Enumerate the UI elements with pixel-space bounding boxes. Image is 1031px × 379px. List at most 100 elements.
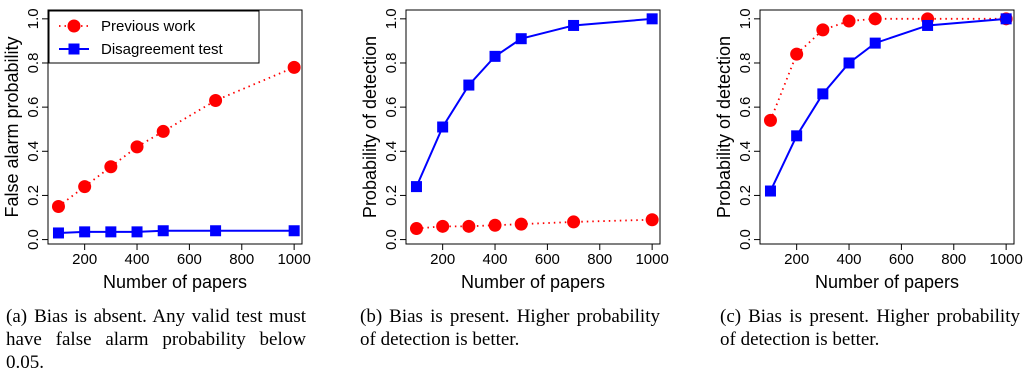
point-previous-work (78, 180, 92, 194)
y-tick-label: 1.0 (737, 8, 754, 29)
point-disagreement-test (288, 225, 300, 237)
y-tick-label: 0.4 (25, 141, 42, 162)
point-previous-work (763, 113, 777, 127)
point-disagreement-test (79, 226, 91, 238)
x-tick-label: 200 (430, 251, 455, 268)
y-tick-label: 0.2 (383, 185, 400, 206)
x-tick-label: 200 (784, 251, 809, 268)
point-disagreement-test (105, 226, 117, 238)
point-disagreement-test (210, 225, 222, 237)
point-disagreement-test (791, 130, 803, 142)
point-previous-work (868, 12, 882, 26)
y-tick-label: 0.2 (737, 185, 754, 206)
point-previous-work (488, 218, 502, 232)
plot-frame (47, 9, 303, 245)
legend-label-disagreement-test: Disagreement test (101, 41, 224, 58)
x-tick-label: 1000 (635, 251, 668, 268)
caption-a-label: (a) (6, 306, 28, 327)
point-previous-work (816, 23, 830, 37)
point-disagreement-test (646, 13, 658, 25)
x-tick-label: 800 (941, 251, 966, 268)
x-tick-label: 400 (125, 251, 150, 268)
point-previous-work (104, 160, 118, 174)
y-tick-label: 0.0 (737, 229, 754, 250)
x-tick-label: 800 (229, 251, 254, 268)
caption-b-text: Bias is present. Higher probability of d… (360, 306, 660, 350)
x-axis-label: Number of papers (461, 272, 605, 292)
x-tick-label: 400 (837, 251, 862, 268)
caption-b: (b) Bias is present. Higher probability o… (360, 305, 660, 351)
y-tick-label: 0.6 (737, 97, 754, 118)
point-previous-work (436, 219, 450, 233)
caption-c-text: Bias is present. Higher probability of d… (720, 306, 1020, 350)
plot-frame (405, 9, 661, 245)
y-tick-label: 1.0 (25, 8, 42, 29)
point-previous-work (51, 199, 65, 213)
series-line-disagreement-test (415, 17, 653, 188)
point-disagreement-test (437, 121, 449, 133)
legend-box (48, 10, 260, 64)
series-line-disagreement-test (58, 229, 295, 234)
y-tick-label: 0.2 (25, 185, 42, 206)
point-previous-work (409, 222, 423, 236)
plot-frame (759, 9, 1015, 245)
y-axis-label: Probability of detection (714, 36, 734, 218)
point-previous-work (514, 217, 528, 231)
x-axis-label: Number of papers (103, 272, 247, 292)
series-line-previous-work (57, 66, 295, 208)
x-tick-label: 1000 (989, 251, 1022, 268)
point-disagreement-test (463, 79, 475, 91)
chart-panel-2: 200 400 600 800 1000 0.0 0.2 0.4 0.6 0.8 1.0 Number… (360, 8, 669, 292)
y-tick-label: 0.0 (25, 229, 42, 250)
y-tick-label: 0.8 (383, 53, 400, 74)
point-previous-work (462, 219, 476, 233)
point-disagreement-test (131, 226, 143, 238)
point-disagreement-test (515, 33, 527, 45)
x-tick-label: 600 (535, 251, 560, 268)
point-previous-work (156, 124, 170, 138)
point-previous-work (130, 140, 144, 154)
point-previous-work (645, 213, 659, 227)
y-tick-label: 0.8 (737, 53, 754, 74)
point-disagreement-test (922, 19, 934, 31)
point-disagreement-test (869, 37, 881, 49)
point-disagreement-test (764, 185, 776, 197)
series-line-disagreement-test (769, 17, 1007, 192)
chart-panel-3: 200 400 600 800 1000 0.0 0.2 0.4 0.6 0.8 1.0 Number… (714, 8, 1023, 292)
x-tick-label: 800 (587, 251, 612, 268)
legend-label-previous-work: Previous work (101, 18, 196, 35)
point-previous-work (567, 215, 581, 229)
caption-a-text: Bias is absent. Any valid test must have… (6, 306, 306, 373)
point-previous-work (842, 14, 856, 28)
caption-b-label: (b) (360, 306, 383, 327)
point-previous-work (209, 94, 223, 108)
point-disagreement-test (1000, 13, 1012, 25)
caption-c-label: (c) (720, 306, 742, 327)
point-disagreement-test (52, 227, 64, 239)
point-disagreement-test (410, 181, 422, 193)
y-tick-label: 1.0 (383, 8, 400, 29)
series-line-previous-work (769, 17, 1007, 121)
point-previous-work (790, 47, 804, 61)
x-tick-label: 1000 (277, 251, 310, 268)
point-disagreement-test (157, 225, 169, 237)
y-tick-label: 0.4 (383, 141, 400, 162)
x-tick-label: 600 (889, 251, 914, 268)
x-tick-label: 200 (72, 251, 97, 268)
x-tick-label: 400 (483, 251, 508, 268)
figure-panels: 200 400 600 800 1000 0.0 0.2 0.4 0.6 0.8 1.0 Number… (2, 8, 1023, 292)
y-axis-label: False alarm probability (2, 36, 22, 217)
point-disagreement-test (489, 50, 501, 62)
y-axis-label: Probability of detection (360, 36, 380, 218)
point-disagreement-test (843, 57, 855, 69)
series-line-previous-work (416, 218, 653, 230)
legend-marker-disagreement-test (68, 43, 80, 55)
x-tick-label: 600 (177, 251, 202, 268)
legend-marker-previous-work (67, 19, 81, 33)
caption-c: (c) Bias is present. Higher probability o… (720, 305, 1020, 351)
legend: Previous work Disagreement test (48, 10, 260, 64)
x-axis-label: Number of papers (815, 272, 959, 292)
point-disagreement-test (817, 88, 829, 100)
chart-panel-1: 200 400 600 800 1000 0.0 0.2 0.4 0.6 0.8 1.0 Number… (2, 8, 311, 292)
caption-a: (a) Bias is absent. Any valid test must h… (6, 305, 306, 374)
